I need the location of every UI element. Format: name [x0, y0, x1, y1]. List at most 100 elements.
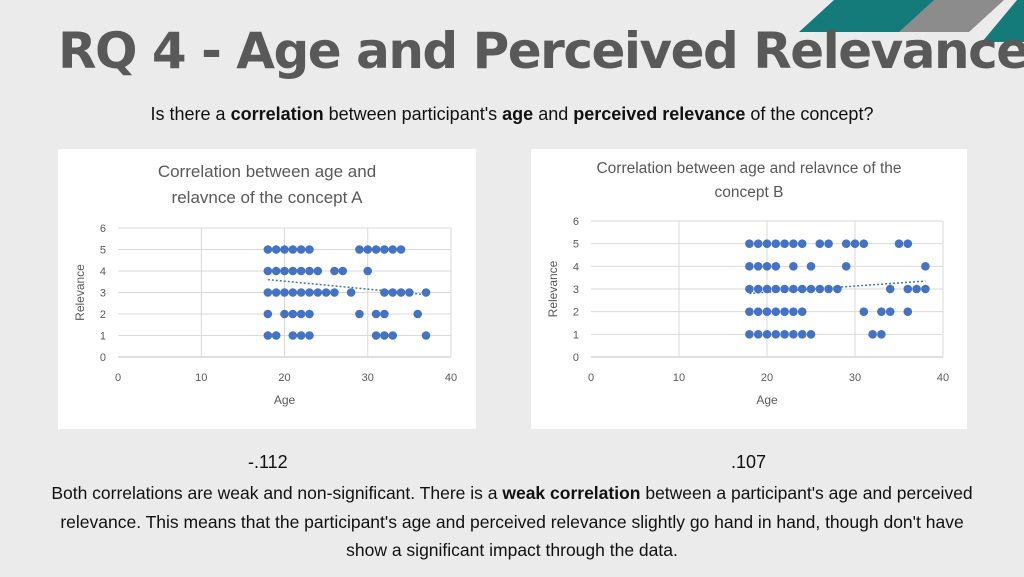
gray-stripe: [899, 0, 1004, 32]
data-point: [753, 262, 763, 271]
data-point: [824, 284, 833, 294]
data-point: [296, 331, 306, 340]
teal-stripe-edge: [982, 0, 1024, 42]
data-point: [771, 239, 781, 248]
chart-title-line: Correlation between age and: [158, 162, 376, 181]
x-tick-label: 10: [195, 372, 207, 384]
data-point: [745, 239, 754, 248]
data-point: [380, 288, 389, 297]
data-point: [371, 331, 381, 340]
data-point: [885, 307, 895, 316]
data-point: [850, 239, 860, 248]
data-point: [859, 307, 869, 316]
data-point: [388, 245, 398, 254]
data-point: [380, 245, 389, 254]
data-point: [363, 266, 373, 276]
y-tick-label: 6: [573, 216, 579, 228]
data-point: [296, 266, 306, 276]
data-point: [797, 239, 807, 248]
data-point: [313, 288, 323, 297]
data-point: [762, 262, 772, 271]
y-axis-label: Relevance: [546, 260, 560, 317]
trendline: [749, 280, 926, 295]
data-point: [877, 330, 886, 339]
data-point: [745, 330, 754, 339]
x-tick-label: 40: [937, 372, 949, 384]
data-point: [771, 262, 781, 271]
conclusion-part: between a participant's age and perceive…: [60, 483, 973, 560]
data-point: [824, 239, 833, 248]
x-tick-label: 30: [849, 372, 861, 384]
data-point: [346, 288, 356, 297]
data-point: [833, 284, 842, 294]
data-point: [288, 266, 298, 276]
research-question: Is there a correlation between participa…: [0, 104, 1024, 125]
data-point: [271, 266, 281, 276]
data-point: [388, 288, 398, 297]
data-point: [363, 245, 373, 254]
scatter-chart-b: Correlation between age and relavnce of …: [546, 160, 949, 407]
chart-panel-a: Correlation between age and relavnce of t…: [58, 149, 476, 429]
data-point: [789, 262, 798, 271]
data-point: [789, 330, 798, 339]
data-point: [797, 284, 807, 294]
data-point: [421, 288, 431, 297]
data-point: [371, 245, 381, 254]
data-point: [903, 239, 913, 248]
x-tick-label: 0: [588, 372, 594, 384]
data-point: [263, 288, 273, 297]
trendline: [267, 278, 427, 296]
data-point: [263, 331, 273, 340]
data-point: [305, 266, 314, 276]
data-point: [797, 330, 807, 339]
data-point: [745, 284, 754, 294]
data-point: [771, 330, 781, 339]
data-point: [921, 284, 930, 294]
data-point: [789, 284, 798, 294]
data-point: [762, 330, 772, 339]
correlation-coefficient-a: -.112: [248, 452, 288, 472]
data-point: [271, 288, 281, 297]
data-point: [745, 262, 754, 271]
data-point: [396, 245, 406, 254]
data-point: [912, 284, 921, 294]
data-point: [885, 284, 895, 294]
data-point: [762, 284, 772, 294]
data-point: [296, 245, 306, 254]
data-point: [841, 262, 851, 271]
data-point: [296, 288, 306, 297]
data-point: [815, 239, 825, 248]
x-axis-label: Age: [274, 393, 296, 407]
x-tick-label: 0: [115, 372, 121, 384]
data-point: [355, 309, 364, 319]
x-tick-label: 30: [362, 372, 374, 384]
data-point: [753, 330, 763, 339]
chart-title-line: concept B: [715, 184, 784, 201]
data-point: [806, 262, 816, 271]
data-point: [753, 239, 763, 248]
y-tick-label: 0: [100, 352, 106, 364]
question-emphasis: perceived relevance: [573, 104, 746, 124]
data-point: [263, 266, 273, 276]
data-point: [841, 239, 851, 248]
data-point: [271, 331, 281, 340]
data-point: [859, 239, 869, 248]
scatter-chart-a: Correlation between age and relavnce of t…: [73, 162, 457, 407]
data-point: [380, 309, 389, 319]
data-point: [894, 239, 904, 248]
data-point: [903, 284, 913, 294]
data-point: [288, 331, 298, 340]
data-point: [780, 330, 789, 339]
data-point: [280, 288, 289, 297]
data-point: [305, 331, 314, 340]
data-point: [903, 307, 913, 316]
data-point: [789, 239, 798, 248]
data-point: [305, 245, 314, 254]
question-emphasis: correlation: [230, 104, 324, 124]
data-point: [413, 309, 423, 319]
chart-title-line: Correlation between age and relavnce of …: [596, 160, 901, 177]
y-tick-label: 6: [100, 223, 106, 235]
question-text: of the concept?: [745, 104, 874, 124]
y-tick-label: 2: [100, 309, 106, 321]
y-axis-label: Relevance: [73, 264, 87, 321]
